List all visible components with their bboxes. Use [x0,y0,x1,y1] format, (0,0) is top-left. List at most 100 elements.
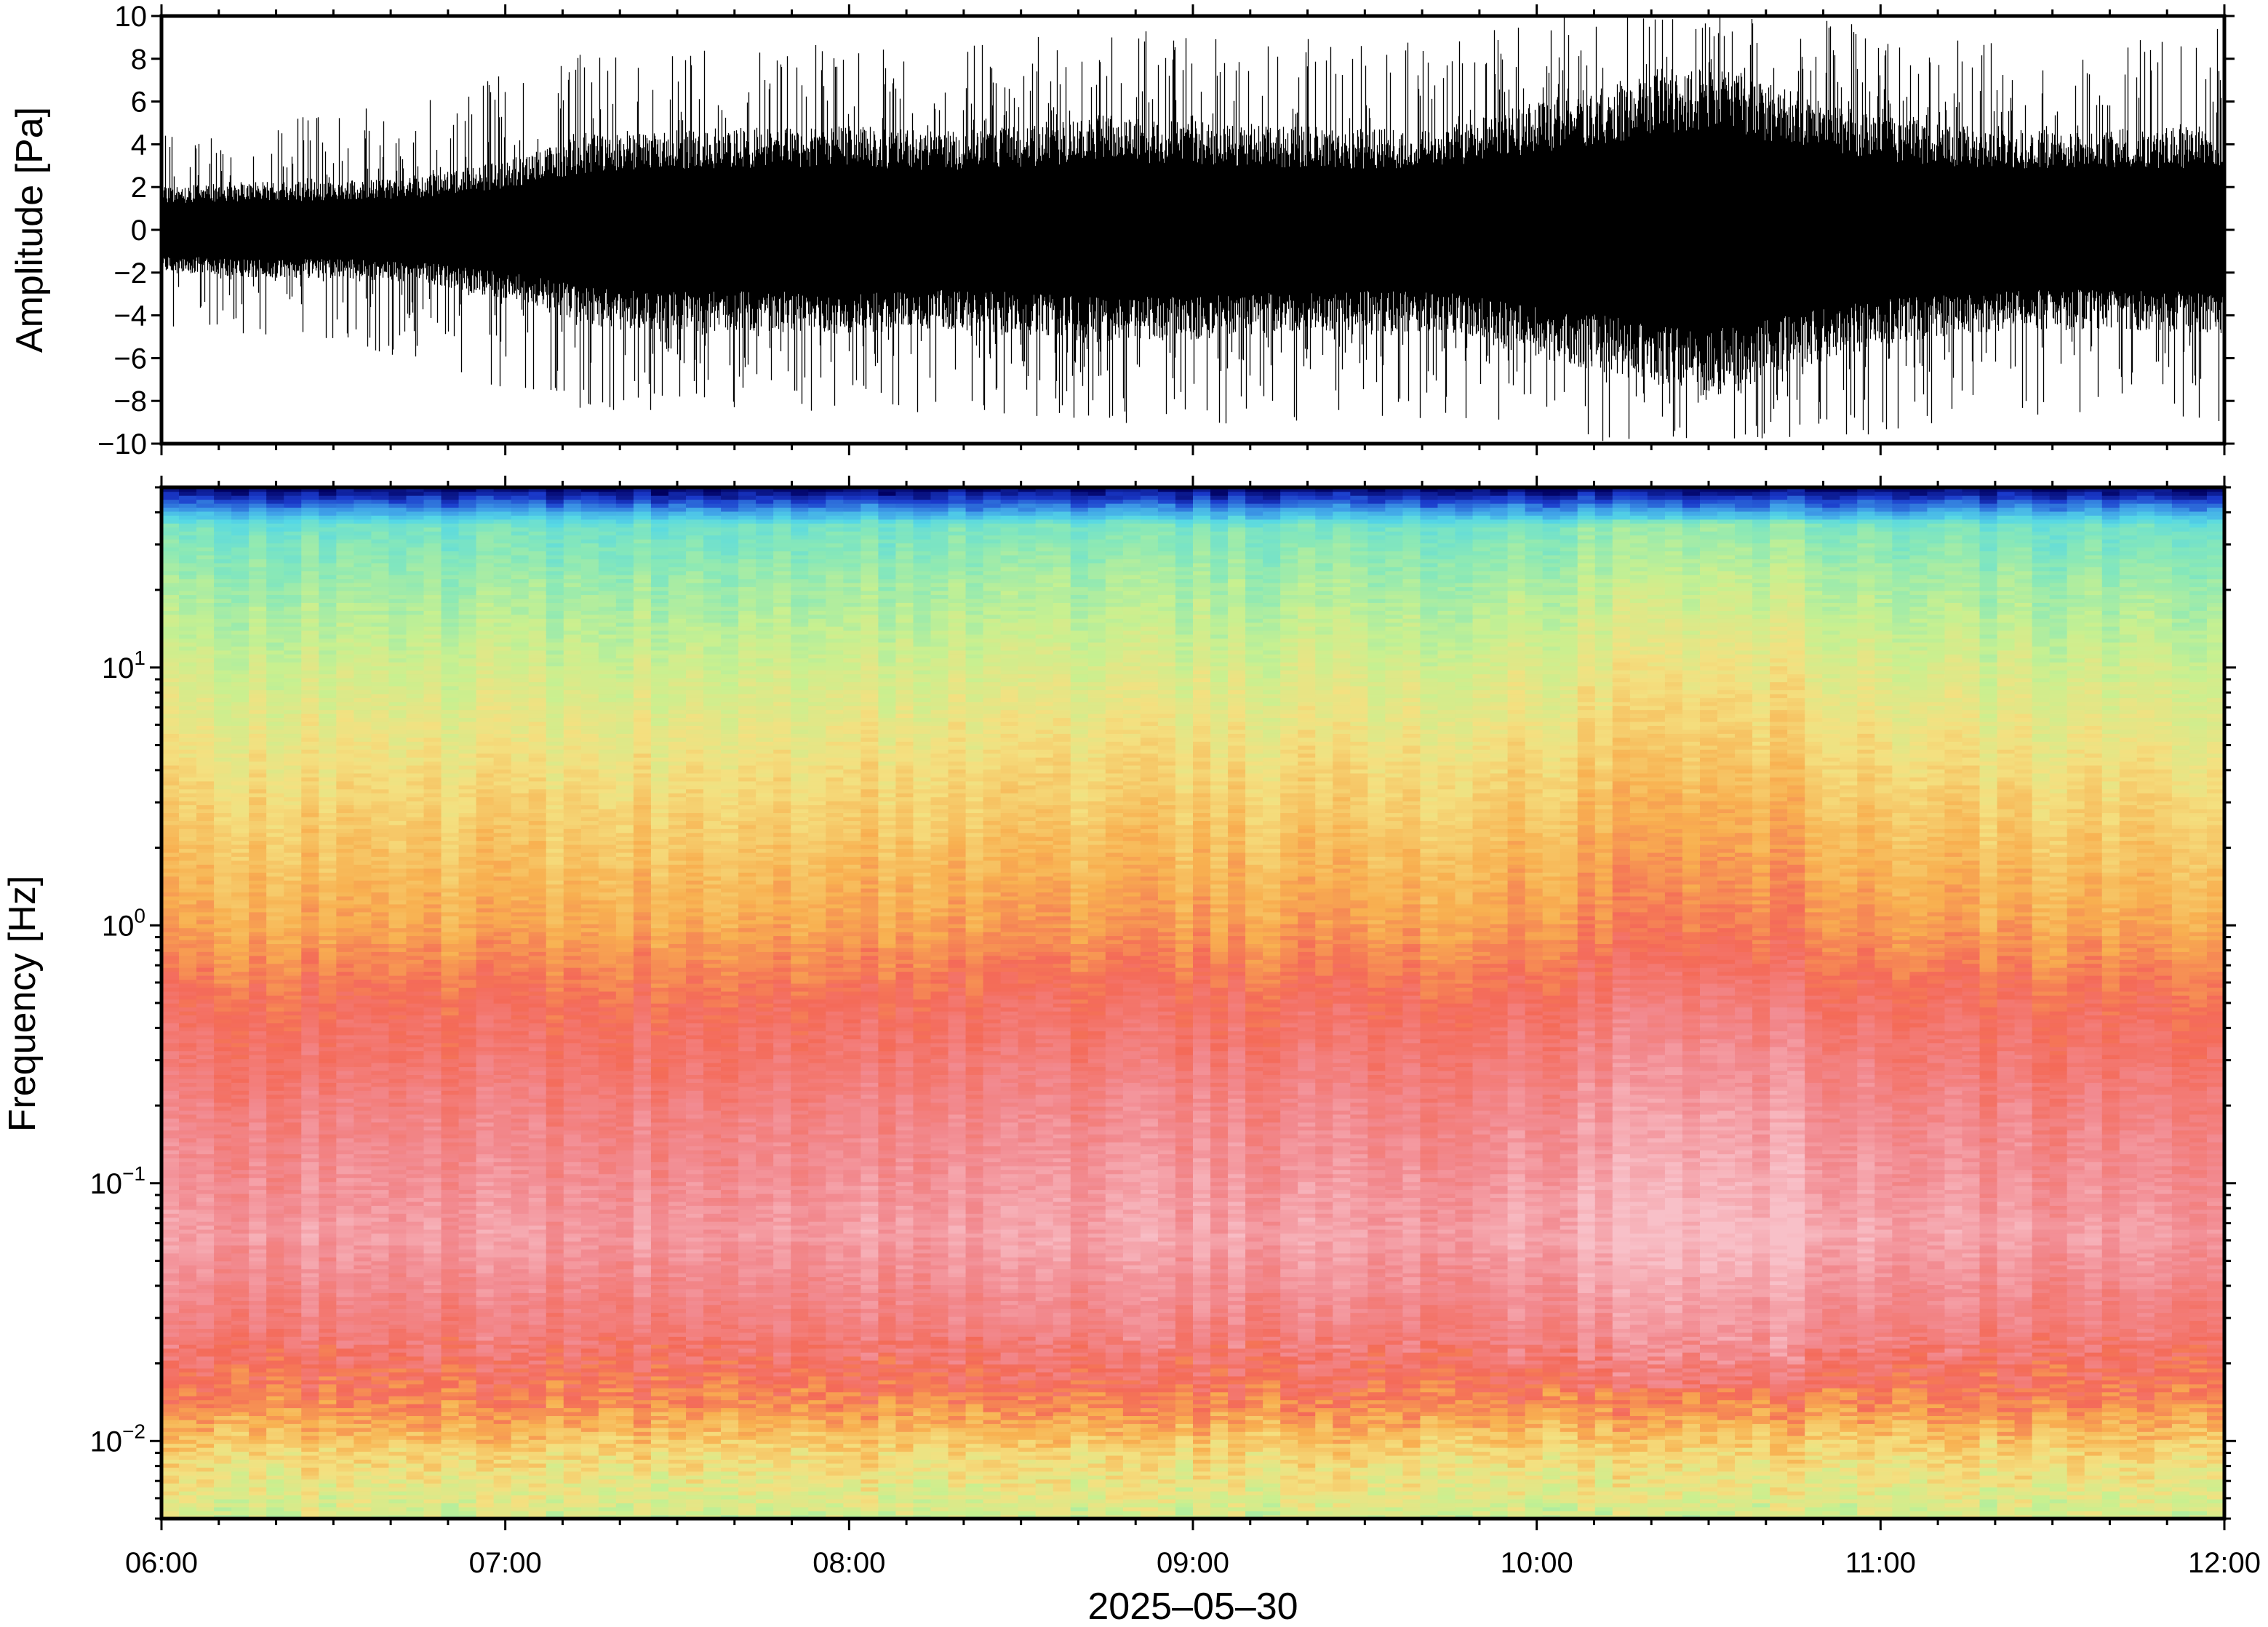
spectrogram-cell [354,495,372,500]
spectrogram-cell [459,615,477,619]
spectrogram-cell [319,1316,337,1321]
spectrogram-cell [442,499,460,503]
spectrogram-cell [319,777,337,781]
spectrogram-cell [442,781,460,785]
spectrogram-cell [231,1487,249,1491]
spectrogram-cell [179,1213,197,1218]
spectrogram-cell [266,1360,284,1364]
spectrogram-cell [424,591,442,595]
spectrogram-cell [459,495,477,500]
spectrogram-cell [388,1297,407,1301]
spectrogram-cell [406,793,424,797]
spectrogram-cell [388,1380,407,1384]
spectrogram-cell [371,1023,389,1027]
spectrogram-cell [284,924,302,928]
spectrogram-cell [266,860,284,865]
spectrogram-cell [161,1423,180,1428]
spectrogram-cell [179,1241,197,1245]
spectrogram-cell [266,1047,284,1051]
spectrogram-cell [196,1316,215,1321]
spectrogram-cell [266,1094,284,1098]
spectrogram-cell [284,1316,302,1321]
spectrogram-cell [161,1154,180,1158]
spectrogram-cell [336,1186,354,1190]
spectrogram-cell [476,1158,495,1162]
spectrogram-cell [442,1399,460,1404]
spectrogram-cell [319,578,337,583]
spectrogram-cell [424,1015,442,1019]
spectrogram-cell [179,1210,197,1214]
spectrogram-cell [442,820,460,825]
spectrogram-cell [161,1043,180,1047]
spectrogram-cell [319,571,337,575]
spectrogram-cell [284,948,302,952]
spectrogram-cell [214,1213,232,1218]
spectrogram-cell [161,904,180,908]
spectrogram-cell [196,1420,215,1424]
spectrogram-cell [231,1479,249,1483]
spectrogram-cell [284,1102,302,1106]
spectrogram-cell [319,1150,337,1154]
spectrogram-cell [388,1197,407,1202]
spectrogram-cell [388,1225,407,1229]
spectrogram-cell [249,1154,267,1158]
spectrogram-cell [161,1352,180,1356]
spectrogram-cell [179,1134,197,1138]
spectrogram-cell [179,1372,197,1376]
spectrogram-cell [231,654,249,658]
spectrogram-cell [249,1304,267,1308]
spectrogram-cell [371,1047,389,1051]
spectrogram-cell [388,796,407,801]
spectrogram-cell [284,1245,302,1250]
spectrogram-cell [266,697,284,702]
spectrogram-cell [354,1431,372,1436]
spectrogram-cell [336,1150,354,1154]
spectrogram-cell [371,1471,389,1476]
spectrogram-cell [249,1043,267,1047]
spectrogram-cell [301,1499,319,1503]
spectrogram-cell [476,1467,495,1471]
spectrogram-cell [388,491,407,495]
spectrogram-cell [442,1007,460,1011]
spectrogram-cell [476,1253,495,1258]
spectrogram-cell [231,876,249,880]
spectrogram-cell [179,1431,197,1436]
spectrogram-cell [354,940,372,944]
spectrogram-cell [249,1106,267,1111]
spectrogram-cell [424,1170,442,1174]
spectrogram-cell [196,987,215,991]
spectrogram-cell [284,1443,302,1447]
spectrogram-cell [371,673,389,678]
spectrogram-cell [301,1324,319,1329]
spectrogram-cell [424,697,442,702]
spectrogram-cell [319,658,337,663]
spectrogram-cell [319,1130,337,1135]
spectrogram-cell [196,638,215,642]
spectrogram-cell [406,1507,424,1511]
spectrogram-cell [284,1463,302,1468]
spectrogram-cell [301,1495,319,1499]
spectrogram-cell [266,1007,284,1011]
spectrogram-cell [231,607,249,611]
spectrogram-cell [249,1372,267,1376]
spectrogram-cell [161,523,180,527]
spectrogram-cell [388,634,407,639]
spectrogram-cell [231,765,249,769]
spectrogram-cell [214,1384,232,1388]
spectrogram-cell [231,1094,249,1098]
spectrogram-cell [371,761,389,765]
spectrogram-cell [388,615,407,619]
spectrogram-cell [196,1023,215,1027]
spectrogram-cell [161,626,180,631]
spectrogram-cell [284,1122,302,1127]
spectrogram-cell [249,1273,267,1277]
spectrogram-cell [371,927,389,932]
spectrogram-cell [284,1082,302,1087]
spectrogram-cell [354,1130,372,1135]
spectrogram-cell [231,634,249,639]
spectrogram-cell [388,1221,407,1226]
spectrogram-cell [179,1265,197,1269]
spectrogram-cell [196,1439,215,1444]
spectrogram-cell [442,1304,460,1308]
spectrogram-cell [161,1376,180,1380]
